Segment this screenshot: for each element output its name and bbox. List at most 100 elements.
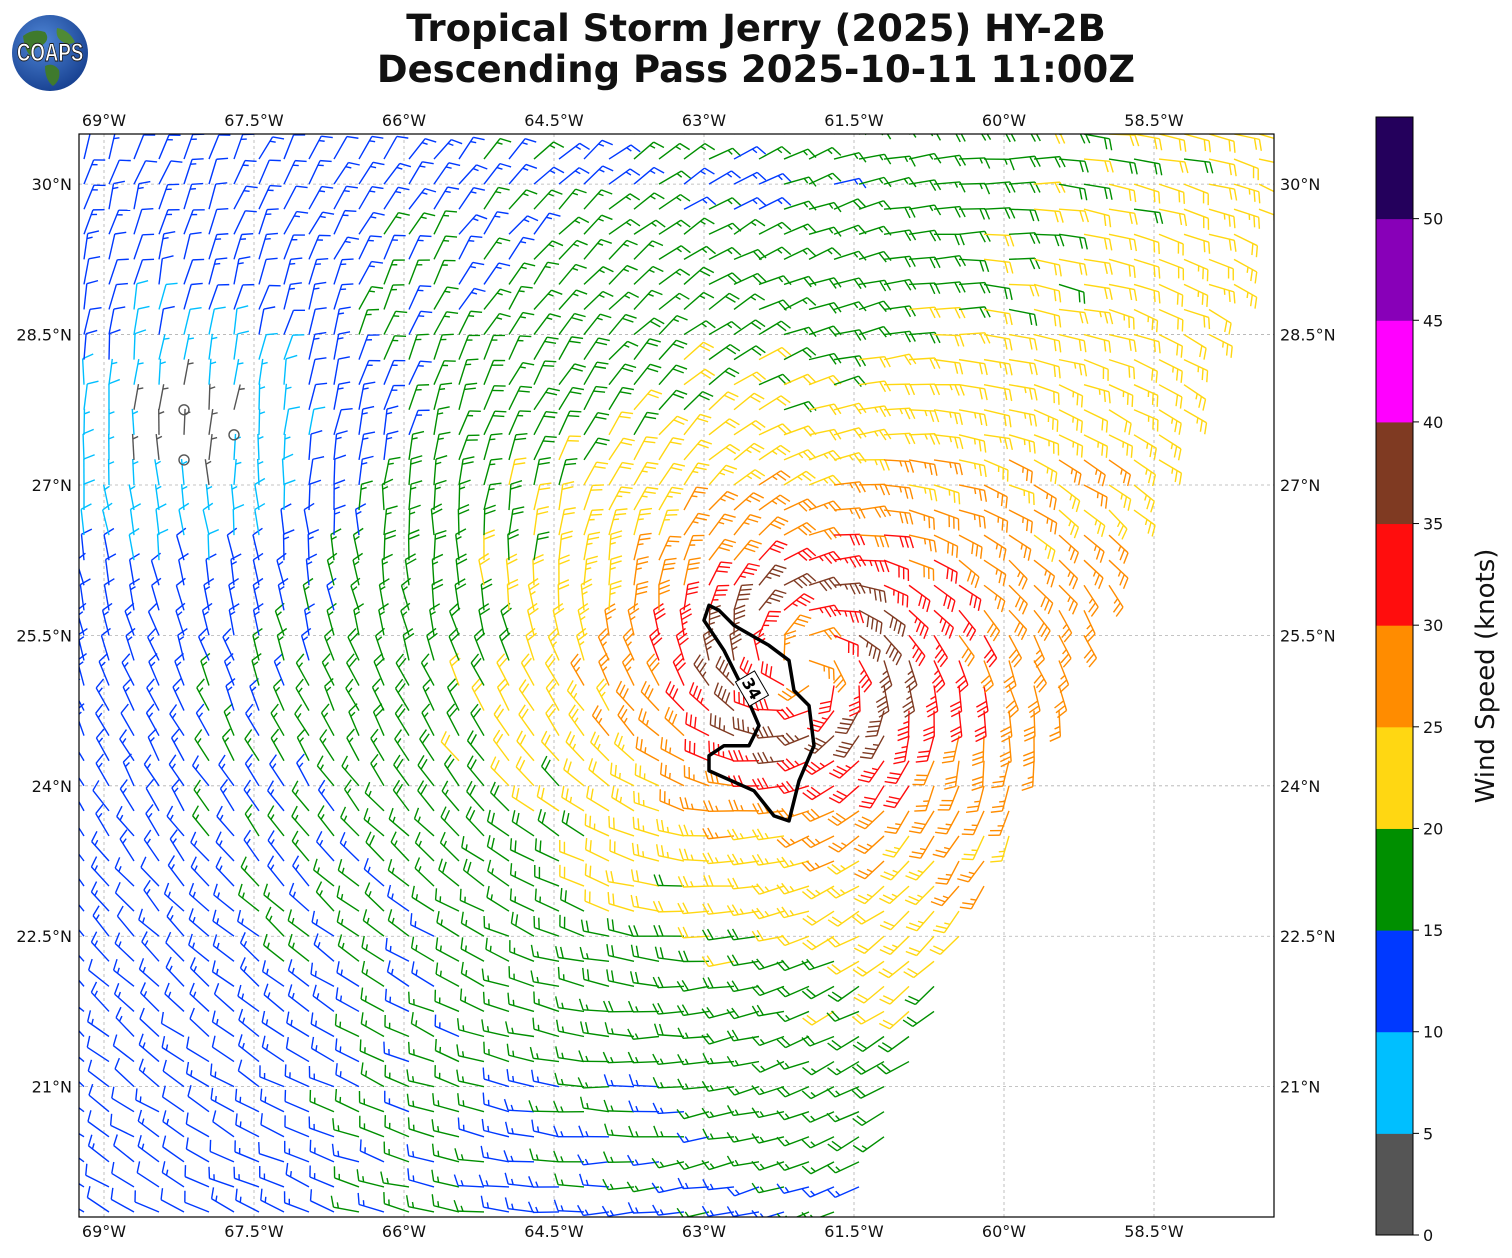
wind-barb	[133, 134, 156, 160]
wind-barb	[1133, 333, 1161, 354]
wind-barb	[933, 459, 963, 476]
wind-barb	[608, 508, 628, 536]
wind-barb	[583, 313, 612, 335]
wind-barb	[608, 144, 641, 160]
wind-barb	[553, 1100, 585, 1113]
wind-barb	[256, 458, 264, 486]
wind-barb	[258, 284, 281, 310]
wind-barb	[192, 755, 210, 787]
wind-barb	[1023, 735, 1035, 767]
wind-barb	[503, 1150, 535, 1163]
wind-barb	[827, 1035, 860, 1051]
wind-barb	[208, 383, 216, 410]
wind-barb	[971, 735, 985, 767]
wind-barb	[237, 883, 260, 912]
wind-barb	[308, 258, 329, 285]
wind-barb	[1008, 208, 1040, 222]
wind-barb	[83, 184, 106, 210]
wind-barb	[935, 860, 960, 885]
wind-barb	[611, 785, 635, 812]
wind-barb	[883, 383, 916, 396]
wind-barb	[533, 289, 563, 310]
wind-barb	[608, 411, 634, 436]
wind-barb	[183, 158, 204, 185]
wind-barb	[359, 1039, 385, 1063]
wind-barb	[1058, 158, 1089, 173]
wind-barb	[608, 264, 638, 285]
wind-barb	[933, 205, 966, 218]
wind-barb	[210, 1087, 235, 1113]
wind-barb	[883, 584, 909, 608]
wind-barb	[1108, 409, 1132, 435]
wind-barb	[604, 603, 617, 636]
wind-barb	[534, 888, 560, 912]
wind-barb	[758, 610, 781, 636]
wind-barb	[208, 409, 218, 435]
wind-barb	[1183, 283, 1209, 307]
wind-barb	[783, 593, 815, 611]
wind-barb	[783, 346, 817, 361]
wind-barb	[429, 603, 441, 636]
wind-barb	[122, 678, 135, 711]
wind-barb	[100, 627, 111, 661]
wind-barb	[558, 554, 570, 586]
wind-barb	[751, 1133, 785, 1144]
wind-barb	[858, 279, 892, 292]
wind-barb	[582, 967, 610, 988]
wind-barb	[676, 1132, 710, 1144]
wind-barb	[120, 703, 135, 737]
wind-barb	[683, 557, 701, 586]
wind-barb	[726, 954, 760, 967]
wind-barb	[577, 1204, 610, 1217]
wind-barb	[683, 217, 715, 235]
wind-barb	[603, 1099, 635, 1113]
wind-barb	[708, 490, 739, 511]
wind-barb	[808, 474, 842, 487]
wind-barb	[608, 313, 637, 336]
wind-barb	[233, 134, 255, 160]
wind-barb	[677, 1054, 710, 1066]
colorbar-bin	[1376, 828, 1413, 931]
wind-barb	[882, 835, 910, 858]
wind-barb	[102, 484, 110, 511]
wind-barb	[308, 281, 327, 310]
wind-barb	[326, 602, 337, 636]
wind-barb	[533, 387, 560, 411]
wind-barb	[1083, 484, 1108, 509]
wind-barb	[400, 577, 412, 611]
wind-barb	[561, 785, 585, 812]
wind-barb	[801, 1111, 835, 1123]
wind-barb	[568, 704, 585, 737]
wind-barb	[360, 987, 385, 1013]
wind-barb	[1083, 635, 1098, 668]
wind-barb	[520, 653, 535, 686]
wind-barb	[506, 1043, 535, 1063]
wind-barb	[1133, 258, 1161, 279]
wind-barb	[914, 785, 935, 812]
wind-barb	[358, 334, 380, 360]
wind-barb	[394, 678, 410, 711]
wind-barb	[958, 258, 990, 273]
wind-barb	[702, 1179, 735, 1191]
wind-barb	[701, 955, 735, 968]
wind-barb	[1027, 685, 1041, 718]
wind-barb	[930, 885, 960, 907]
wind-barb	[364, 882, 385, 912]
chart-title-line-2: Descending Pass 2025-10-11 11:00Z	[376, 48, 1136, 91]
wind-barb	[83, 159, 106, 185]
wind-barb	[658, 389, 688, 411]
wind-barb	[833, 609, 865, 624]
wind-barb	[776, 934, 810, 947]
wind-barb	[383, 162, 412, 185]
wind-barb	[183, 258, 205, 285]
wind-barb	[633, 436, 658, 461]
wind-barb	[383, 186, 410, 210]
wind-barb	[853, 985, 885, 1004]
wind-barb	[316, 755, 335, 787]
y-tick-label-right: 27°N	[1280, 476, 1320, 495]
wind-barb	[169, 829, 185, 862]
wind-barb	[95, 728, 110, 762]
wind-barb	[108, 159, 131, 185]
wind-barb	[211, 1010, 235, 1038]
wind-barb	[607, 892, 635, 912]
